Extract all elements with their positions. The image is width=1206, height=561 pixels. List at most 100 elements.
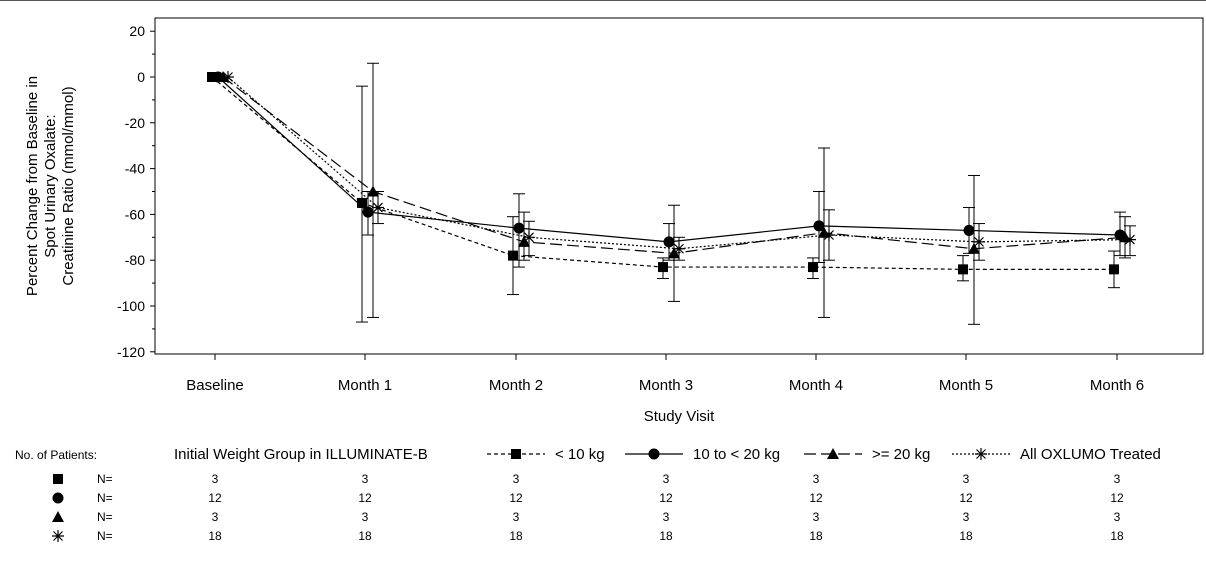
x-tick-label: Baseline <box>186 377 244 394</box>
y-title-line: Percent Change from Baseline in <box>24 76 41 296</box>
legend-label: >= 20 kg <box>872 446 930 463</box>
table-count: 3 <box>212 510 219 524</box>
y-tick-label: 20 <box>129 23 145 39</box>
table-count: 3 <box>813 472 820 486</box>
table-marker <box>52 511 64 522</box>
data-point <box>523 231 535 244</box>
data-point <box>362 206 374 218</box>
data-point <box>973 235 985 248</box>
data-point <box>222 71 234 83</box>
table-count: 18 <box>208 529 222 543</box>
legend-label: 10 to < 20 kg <box>693 446 780 463</box>
series-line <box>217 76 1121 243</box>
x-tick-label: Month 2 <box>489 377 543 394</box>
table-count: 12 <box>959 491 973 505</box>
y-axis-title: Percent Change from Baseline inSpot Urin… <box>24 76 77 296</box>
data-point <box>958 264 968 275</box>
data-point <box>207 72 217 82</box>
series-line <box>227 76 1131 250</box>
table-count: 3 <box>362 472 369 486</box>
table-count: 18 <box>809 529 823 543</box>
table-count: 3 <box>663 510 670 524</box>
x-axis-title: Study Visit <box>644 408 715 425</box>
x-tick-label: Month 3 <box>639 377 693 394</box>
legend-marker <box>648 448 660 460</box>
table-count: 3 <box>212 472 219 486</box>
series-layer <box>207 62 1136 325</box>
legend-marker <box>827 448 839 459</box>
y-title-line: Spot Urinary Oxalate: <box>42 114 59 257</box>
series-1 <box>212 71 1126 268</box>
table-marker <box>52 530 64 542</box>
y-axis: 20 0 -20 -40 -60 -80 -100 -120 <box>117 18 156 360</box>
table-count: 18 <box>959 529 973 543</box>
table-count: 18 <box>659 529 673 543</box>
table-count: 12 <box>809 491 823 505</box>
data-point <box>372 201 384 214</box>
data-point <box>813 220 825 232</box>
series-3 <box>222 71 1136 261</box>
table-row-label: N= <box>97 529 113 543</box>
table-count: 3 <box>1114 510 1121 524</box>
data-point <box>668 247 680 259</box>
y-tick-label: -60 <box>125 206 145 222</box>
x-tick-label: Month 5 <box>939 377 993 394</box>
data-point <box>1124 233 1136 246</box>
table-count: 18 <box>509 529 523 543</box>
legend-marker <box>975 448 987 460</box>
table-marker <box>52 492 64 504</box>
data-point <box>1109 264 1119 275</box>
table-count: 12 <box>509 491 523 505</box>
y-tick-label: 0 <box>137 69 145 85</box>
table-row-label: N= <box>97 510 113 524</box>
table-count: 18 <box>358 529 372 543</box>
data-point <box>663 236 675 248</box>
x-tick-label: Month 6 <box>1090 377 1144 394</box>
table-count: 3 <box>513 510 520 524</box>
series-0 <box>207 72 1120 323</box>
data-point <box>963 224 975 236</box>
table-count: 3 <box>513 472 520 486</box>
y-tick-label: -20 <box>125 115 145 131</box>
legend: No. of Patients: Initial Weight Group in… <box>15 446 1161 463</box>
data-point <box>968 242 980 254</box>
table-count: 3 <box>963 472 970 486</box>
patients-table: N= 3 3 3 3 3 3 3 N= 12 12 12 12 12 12 12 N= 3 3 3 3 3 3 3 N= 18 18… <box>52 472 1124 543</box>
legend-marker <box>511 449 521 459</box>
table-count: 3 <box>813 510 820 524</box>
data-point <box>673 242 685 255</box>
data-point <box>518 235 530 247</box>
table-count: 3 <box>362 510 369 524</box>
table-count: 3 <box>1114 472 1121 486</box>
table-count: 12 <box>358 491 372 505</box>
y-tick-label: -100 <box>117 298 145 314</box>
y-tick-label: -120 <box>117 344 145 360</box>
y-tick-label: -80 <box>125 252 145 268</box>
y-tick-label: -40 <box>125 161 145 177</box>
table-count: 12 <box>1110 491 1124 505</box>
data-point <box>513 222 525 234</box>
table-count: 12 <box>208 491 222 505</box>
patients-table-title: No. of Patients: <box>15 448 97 462</box>
legend-title: Initial Weight Group in ILLUMINATE-B <box>174 446 428 463</box>
x-axis: Baseline Month 1 Month 2 Month 3 Month 4 Mont… <box>186 354 1144 394</box>
data-point <box>823 229 835 242</box>
legend-label: All OXLUMO Treated <box>1020 446 1161 463</box>
legend-label: < 10 kg <box>555 446 605 463</box>
series-2 <box>217 62 1131 325</box>
data-point <box>357 197 367 208</box>
table-row-label: N= <box>97 491 113 505</box>
table-count: 12 <box>659 491 673 505</box>
x-tick-label: Month 1 <box>338 377 392 394</box>
data-point <box>808 262 818 273</box>
plot-frame <box>154 17 1204 355</box>
data-point <box>658 262 668 273</box>
x-tick-label: Month 4 <box>789 377 843 394</box>
table-count: 18 <box>1110 529 1124 543</box>
y-title-line: Creatinine Ratio (mmol/mmol) <box>60 86 77 285</box>
table-count: 3 <box>663 472 670 486</box>
table-marker <box>53 474 63 484</box>
table-row-label: N= <box>97 472 113 486</box>
